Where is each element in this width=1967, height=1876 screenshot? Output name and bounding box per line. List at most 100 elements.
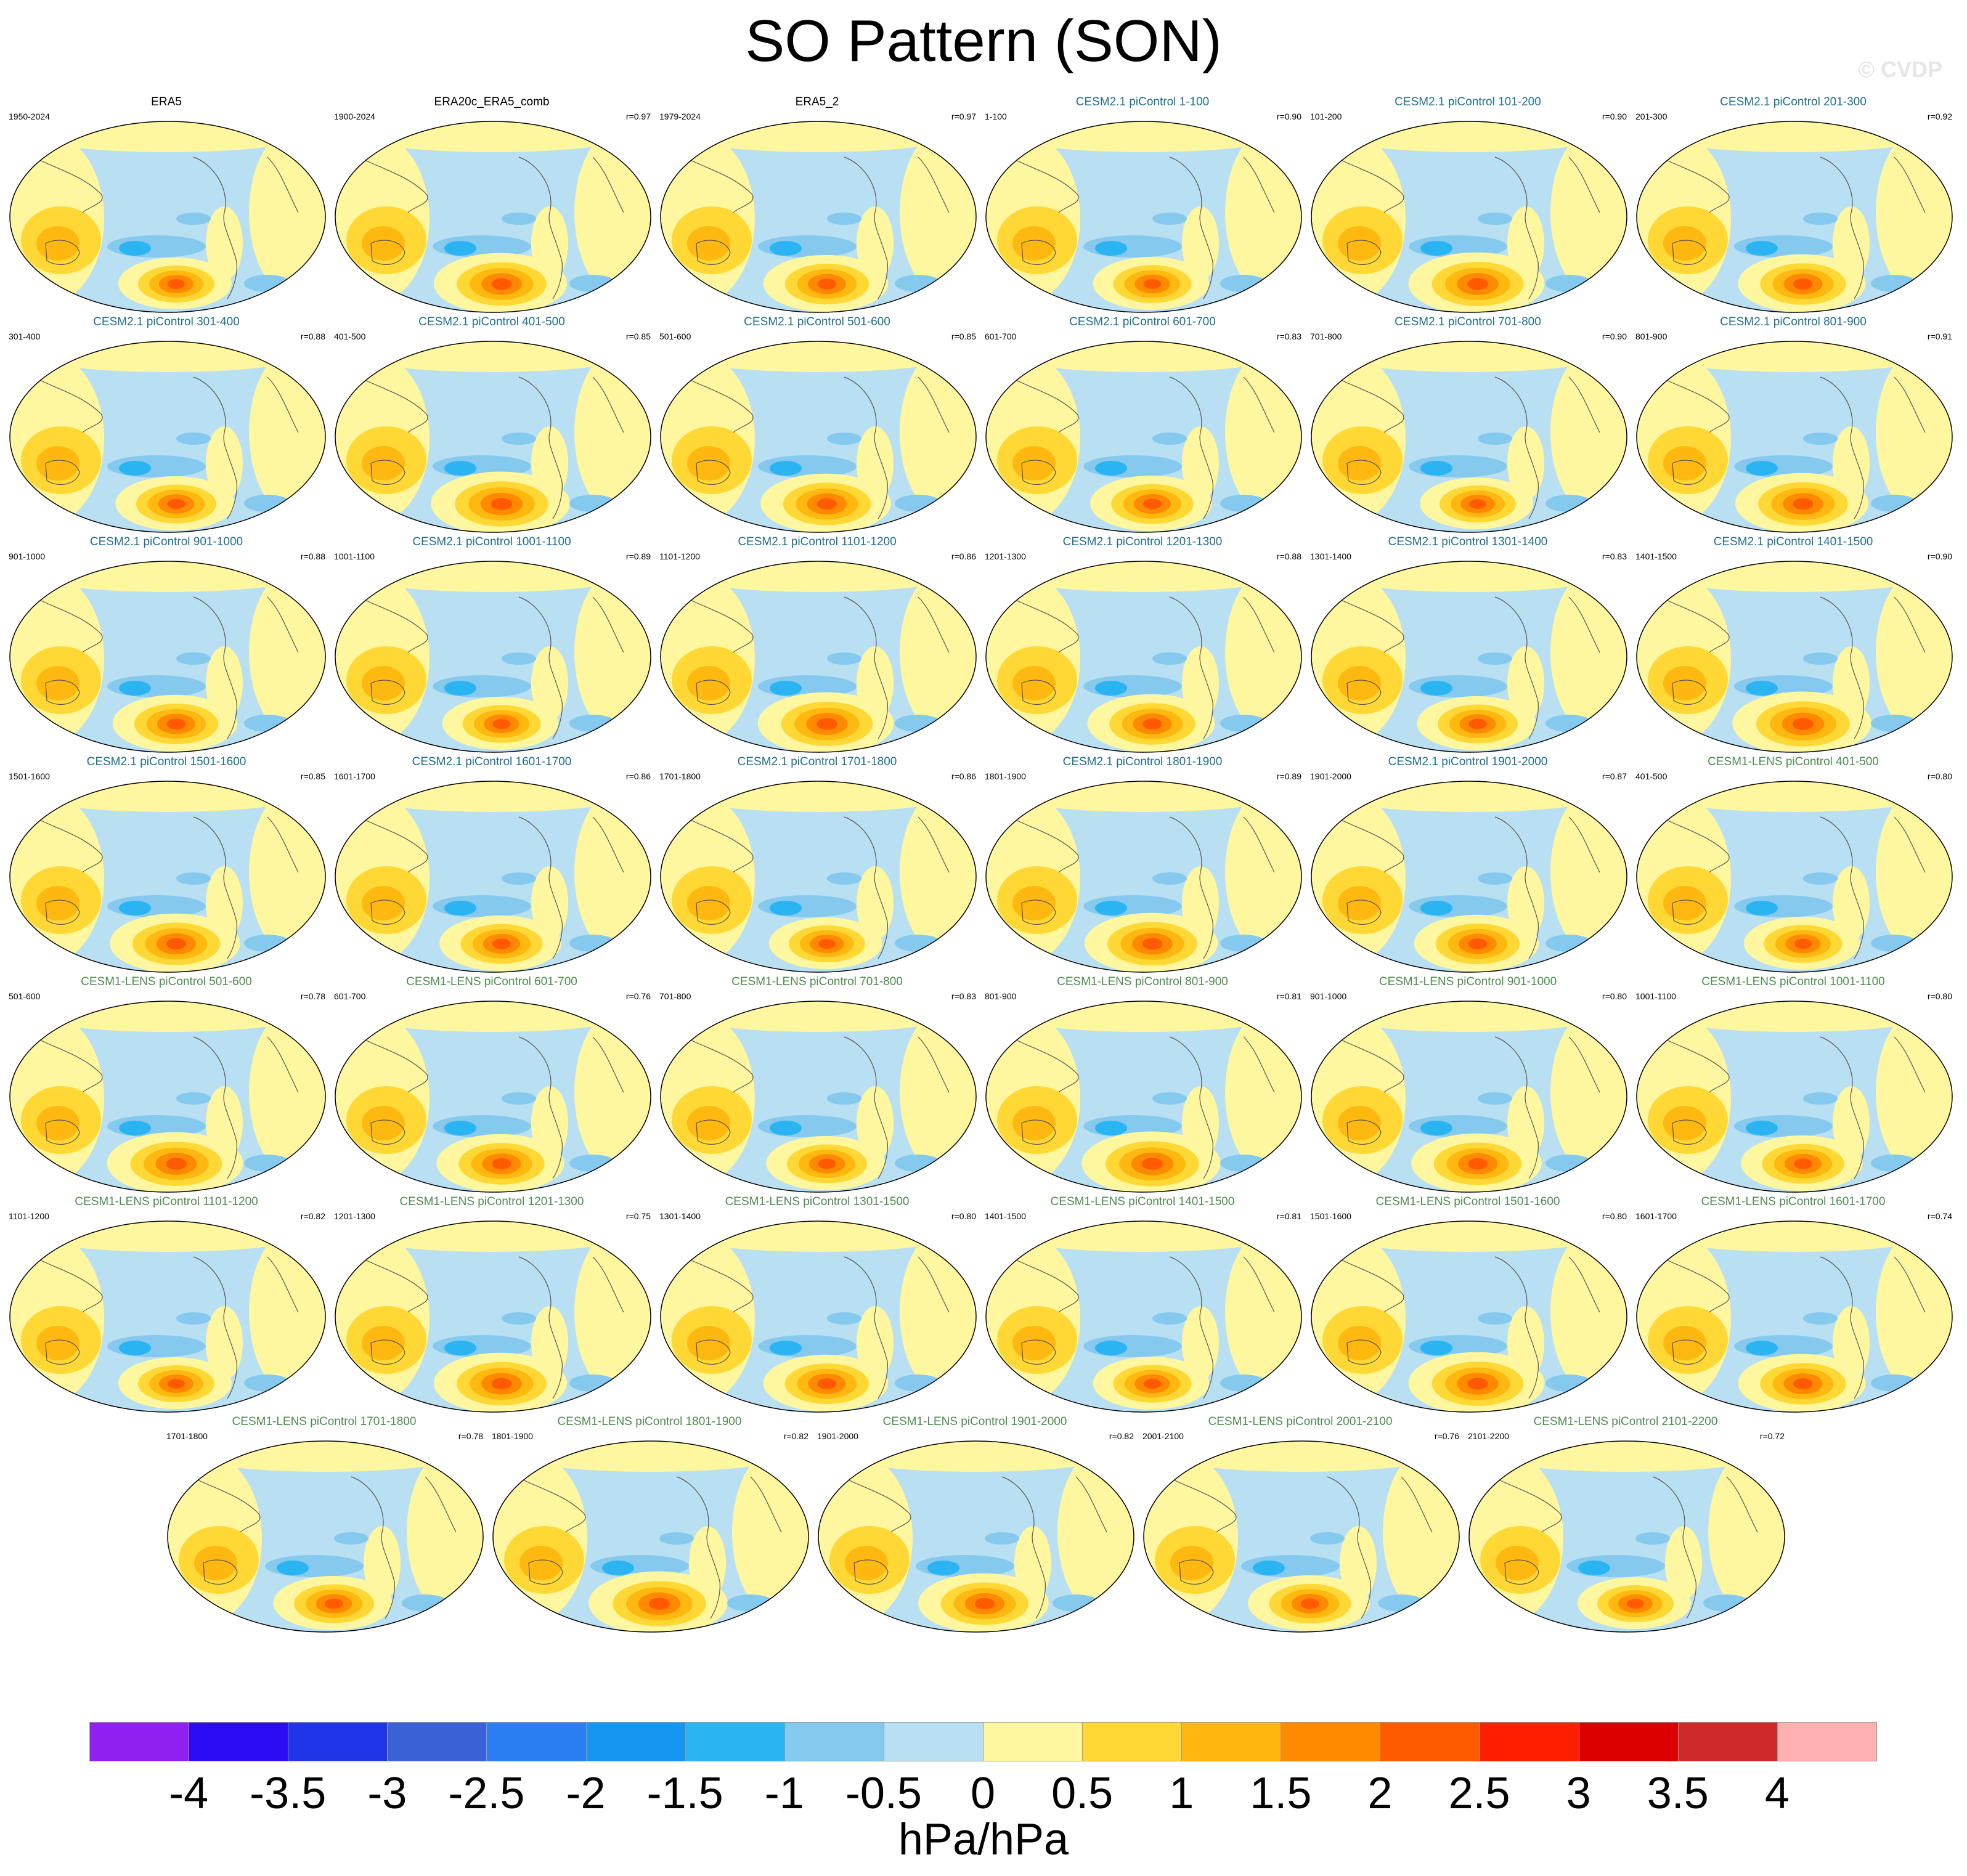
americas-coastline <box>844 596 888 739</box>
map-border <box>660 561 977 753</box>
central-pacific-low <box>1152 1312 1187 1325</box>
asia-coastline <box>683 596 754 653</box>
map-panel: CESM2.1 piControl 301-400 301-400 r=0.88 <box>6 315 327 534</box>
map-border <box>335 781 651 973</box>
south-atlantic-low <box>1546 275 1592 292</box>
americas-coastline <box>1494 1256 1539 1399</box>
panel-period: 1101-1200 <box>9 1211 49 1221</box>
so-pattern-map <box>335 781 651 973</box>
map-border <box>1311 1001 1627 1193</box>
panel-period: 601-700 <box>985 331 1017 341</box>
americas-coastline <box>193 596 237 739</box>
panel-title: CESM2.1 piControl 201-300 <box>1720 95 1867 108</box>
australia-coastline <box>528 1559 563 1585</box>
panel-title: CESM2.1 piControl 1-100 <box>1075 95 1210 108</box>
so-pattern-map <box>1636 1001 1953 1193</box>
central-pacific-low <box>1803 652 1838 665</box>
colorbar-swatch <box>1479 1722 1579 1761</box>
panel-period: 1901-2000 <box>1310 771 1351 781</box>
australia-coastline <box>45 899 80 925</box>
central-pacific-low <box>176 652 211 665</box>
australia-coastline <box>1021 1339 1056 1365</box>
australia-coastline <box>1346 1119 1382 1145</box>
central-pacific-low <box>1803 1312 1838 1325</box>
south-atlantic-low <box>1546 1375 1592 1392</box>
panel-correlation: r=0.90 <box>1602 331 1627 341</box>
panel-correlation: r=0.85 <box>625 331 651 341</box>
so-pattern-map <box>985 1001 1302 1193</box>
europe-africa-coastline <box>267 816 299 873</box>
central-pacific-low <box>176 432 211 445</box>
panel-period: 1501-1600 <box>9 771 50 781</box>
map-border <box>985 341 1302 533</box>
southern-low-center <box>119 1121 151 1135</box>
australia-coastline <box>1021 680 1056 705</box>
colorbar-swatch <box>89 1722 190 1761</box>
map-border <box>1636 1001 1953 1193</box>
panel-period: 1001-1100 <box>1635 991 1676 1001</box>
panel-correlation: r=0.80 <box>1602 991 1627 1001</box>
americas-coastline <box>1169 1036 1213 1179</box>
panel-period: 1301-1400 <box>1310 551 1351 561</box>
australia-coastline <box>1021 899 1056 925</box>
europe-africa-coastline <box>1243 1036 1275 1093</box>
colorbar-swatch <box>1181 1722 1282 1761</box>
asia-coastline <box>1660 596 1730 653</box>
australia-coastline <box>370 1339 405 1365</box>
southern-low-center <box>119 461 151 476</box>
southern-low-center <box>444 681 476 696</box>
europe-africa-coastline <box>1568 1256 1600 1313</box>
south-atlantic-low <box>244 1155 291 1172</box>
so-pattern-map <box>660 1001 977 1193</box>
australia-coastline <box>1504 1559 1539 1585</box>
panel-period: 1001-1100 <box>334 551 375 561</box>
map-border <box>985 561 1302 753</box>
indo-pacific-core <box>1338 1326 1381 1360</box>
south-atlantic-low <box>895 275 942 292</box>
panel-correlation: r=0.89 <box>1276 771 1301 781</box>
southern-high-core <box>166 1158 187 1170</box>
indo-pacific-core <box>362 1106 405 1140</box>
americas-coastline <box>518 1256 563 1399</box>
europe-africa-coastline <box>592 156 624 213</box>
americas-coastline <box>193 1036 237 1179</box>
europe-africa-coastline <box>1568 376 1600 433</box>
indo-pacific-core <box>362 226 405 261</box>
colorbar-tick-label: -4 <box>169 1769 209 1818</box>
europe-africa-coastline <box>425 1476 457 1533</box>
map-border <box>1311 1220 1627 1413</box>
southern-low-center <box>1420 1341 1452 1355</box>
central-pacific-low <box>1478 872 1512 885</box>
indo-pacific-core <box>1012 446 1056 481</box>
map-panel: CESM1-LENS piControl 1301-1500 1301-1400 r… <box>657 1195 977 1414</box>
panel-correlation: r=0.82 <box>300 1211 325 1221</box>
map-border <box>335 341 651 533</box>
map-border <box>1636 341 1953 533</box>
americas-coastline <box>844 156 888 299</box>
southern-high-core <box>168 1379 185 1389</box>
panel-title: CESM1-LENS piControl 1301-1500 <box>725 1195 910 1208</box>
asia-coastline <box>33 1036 103 1093</box>
map-border <box>9 341 326 533</box>
map-border <box>1636 121 1953 313</box>
americas-coastline <box>844 816 888 959</box>
southern-high-core <box>1793 278 1813 290</box>
europe-africa-coastline <box>1568 1036 1600 1093</box>
indo-pacific-core <box>1012 1326 1056 1360</box>
southern-high-core <box>1627 1599 1644 1609</box>
asia-coastline <box>358 376 428 433</box>
australia-coastline <box>370 240 405 266</box>
south-atlantic-low <box>1220 495 1267 512</box>
central-pacific-low <box>1152 1092 1187 1105</box>
map-panel: CESM2.1 piControl 1001-1100 1001-1100 r=0.… <box>332 535 652 754</box>
colorbar-swatch <box>784 1722 884 1761</box>
southern-low-center <box>770 681 802 696</box>
europe-africa-coastline <box>592 1036 624 1093</box>
panel-title: CESM2.1 piControl 1201-1300 <box>1062 535 1223 548</box>
asia-coastline <box>33 816 103 873</box>
colorbar-swatch <box>685 1722 785 1761</box>
americas-coastline <box>1169 1256 1213 1399</box>
south-atlantic-low <box>402 1594 449 1612</box>
panel-correlation: r=0.75 <box>625 1211 651 1221</box>
panel-correlation: r=0.72 <box>1759 1431 1785 1441</box>
